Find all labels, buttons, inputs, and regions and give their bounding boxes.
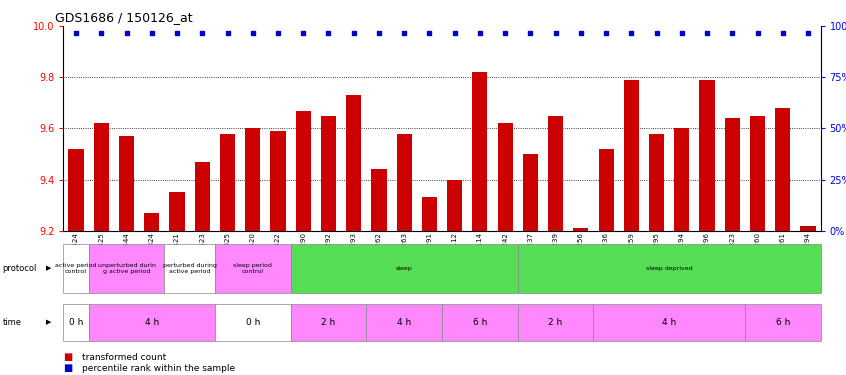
Text: 0 h: 0 h bbox=[69, 318, 83, 327]
Bar bbox=[245, 128, 261, 231]
Text: ▶: ▶ bbox=[47, 265, 52, 271]
Text: 4 h: 4 h bbox=[662, 318, 676, 327]
Bar bbox=[574, 228, 589, 231]
Text: 6 h: 6 h bbox=[776, 318, 790, 327]
Bar bbox=[215, 304, 290, 341]
Text: perturbed during
active period: perturbed during active period bbox=[162, 263, 217, 273]
Bar bbox=[321, 116, 336, 231]
Text: 2 h: 2 h bbox=[321, 318, 336, 327]
Bar bbox=[220, 134, 235, 231]
Bar bbox=[63, 244, 89, 292]
Text: active period
control: active period control bbox=[55, 263, 96, 273]
Bar bbox=[371, 170, 387, 231]
Bar bbox=[447, 180, 462, 231]
Bar bbox=[346, 95, 361, 231]
Text: unperturbed durin
g active period: unperturbed durin g active period bbox=[97, 263, 156, 273]
Text: 2 h: 2 h bbox=[548, 318, 563, 327]
Text: 6 h: 6 h bbox=[473, 318, 487, 327]
Bar bbox=[725, 118, 740, 231]
Bar bbox=[290, 244, 518, 292]
Bar bbox=[215, 244, 290, 292]
Text: protocol: protocol bbox=[3, 264, 37, 273]
Bar bbox=[89, 304, 215, 341]
Bar bbox=[518, 304, 593, 341]
Bar bbox=[442, 304, 518, 341]
Text: percentile rank within the sample: percentile rank within the sample bbox=[82, 364, 235, 373]
Text: GDS1686 / 150126_at: GDS1686 / 150126_at bbox=[55, 11, 193, 24]
Bar bbox=[89, 244, 164, 292]
Bar bbox=[700, 80, 715, 231]
Bar bbox=[366, 304, 442, 341]
Text: sleep period
control: sleep period control bbox=[233, 263, 272, 273]
Bar bbox=[397, 134, 412, 231]
Bar bbox=[144, 213, 159, 231]
Bar bbox=[548, 116, 563, 231]
Text: 4 h: 4 h bbox=[397, 318, 411, 327]
Bar bbox=[290, 304, 366, 341]
Bar bbox=[164, 244, 215, 292]
Bar bbox=[271, 131, 286, 231]
Bar bbox=[750, 116, 765, 231]
Text: 4 h: 4 h bbox=[145, 318, 159, 327]
Bar bbox=[169, 192, 184, 231]
Bar bbox=[63, 304, 89, 341]
Bar bbox=[518, 244, 821, 292]
Text: ■: ■ bbox=[63, 352, 73, 362]
Bar bbox=[295, 111, 310, 231]
Bar bbox=[523, 154, 538, 231]
Text: sleep deprived: sleep deprived bbox=[645, 266, 693, 271]
Bar bbox=[593, 304, 744, 341]
Bar bbox=[624, 80, 639, 231]
Text: ▶: ▶ bbox=[47, 320, 52, 326]
Bar bbox=[69, 149, 84, 231]
Bar bbox=[119, 136, 135, 231]
Bar bbox=[598, 149, 613, 231]
Text: 0 h: 0 h bbox=[245, 318, 260, 327]
Bar bbox=[195, 162, 210, 231]
Text: time: time bbox=[3, 318, 21, 327]
Bar bbox=[649, 134, 664, 231]
Bar bbox=[422, 197, 437, 231]
Text: ■: ■ bbox=[63, 363, 73, 373]
Bar bbox=[472, 72, 487, 231]
Text: transformed count: transformed count bbox=[82, 352, 167, 362]
Bar bbox=[94, 123, 109, 231]
Bar bbox=[674, 128, 689, 231]
Bar bbox=[497, 123, 513, 231]
Text: sleep: sleep bbox=[396, 266, 413, 271]
Bar bbox=[775, 108, 790, 231]
Bar bbox=[800, 225, 816, 231]
Bar bbox=[744, 304, 821, 341]
